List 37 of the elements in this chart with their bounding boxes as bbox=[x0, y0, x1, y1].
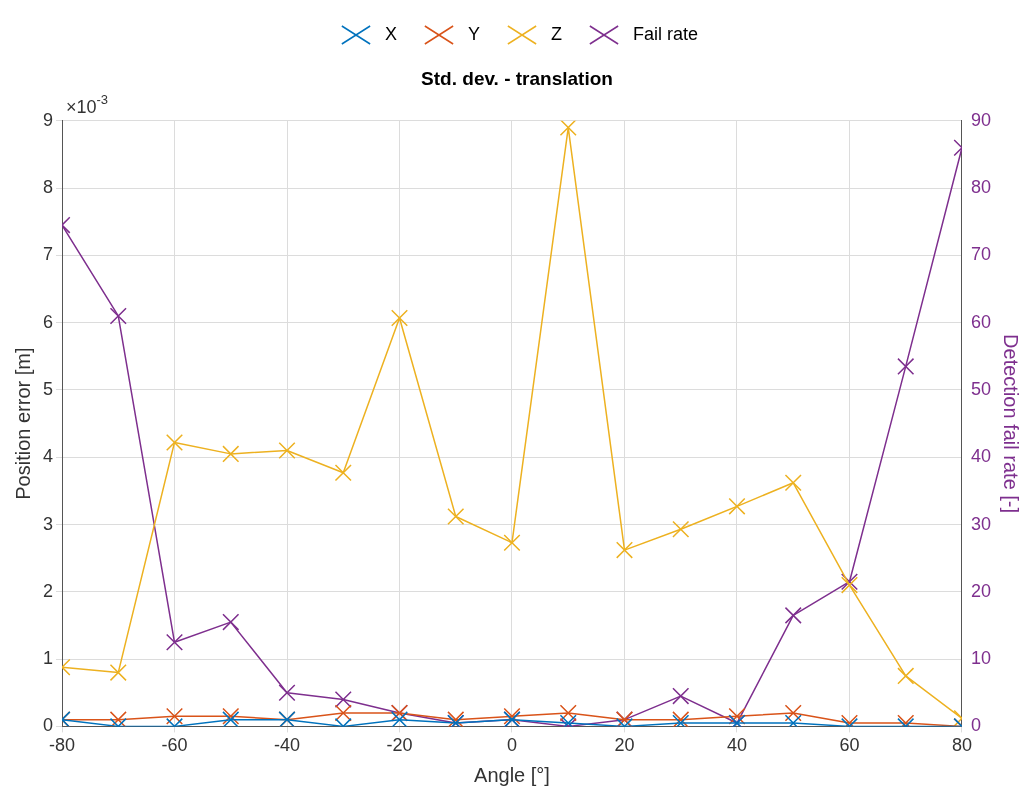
y-tick-label: 7 bbox=[43, 244, 54, 265]
legend-label: X bbox=[384, 23, 397, 44]
x-tick-label: 40 bbox=[726, 735, 747, 756]
x-tick-label: 0 bbox=[506, 735, 517, 756]
y-tick-label: 0 bbox=[43, 715, 54, 736]
x-tick-label: -20 bbox=[386, 735, 413, 756]
x-tick-label: -60 bbox=[161, 735, 188, 756]
y2-tick-label: 30 bbox=[970, 513, 992, 534]
y2-tick-label: 20 bbox=[970, 580, 992, 601]
y-tick-label: 8 bbox=[43, 177, 54, 198]
y2-axis-title: Detection fail rate [-] bbox=[1000, 334, 1023, 514]
y-axis-title: Position error [m] bbox=[11, 347, 34, 500]
legend-label: Fail rate bbox=[632, 23, 699, 44]
y2-tick-label: 80 bbox=[970, 177, 992, 198]
x-tick-label: -40 bbox=[273, 735, 301, 756]
y2-tick-label: 70 bbox=[970, 244, 992, 265]
chart-title: Std. dev. - translation bbox=[421, 67, 613, 89]
y-tick-label: 4 bbox=[43, 446, 54, 467]
y-tick-label: 9 bbox=[43, 109, 54, 130]
y-tick-label: 6 bbox=[43, 311, 54, 332]
y-tick-label: 2 bbox=[43, 580, 54, 601]
y2-tick-label: 60 bbox=[970, 311, 992, 332]
y2-tick-label: 50 bbox=[970, 378, 992, 399]
x-axis-title: Angle [°] bbox=[474, 763, 550, 786]
x-tick-label: 80 bbox=[951, 735, 972, 756]
y2-tick-label: 90 bbox=[970, 109, 992, 130]
y-tick-label: 3 bbox=[43, 513, 54, 534]
y-tick-label: 5 bbox=[43, 378, 54, 399]
legend-label: Z bbox=[551, 23, 562, 44]
x-tick-label: 20 bbox=[614, 735, 635, 756]
x-tick-label: 60 bbox=[839, 735, 860, 756]
x-tick-label: -80 bbox=[49, 735, 76, 756]
legend-label: Y bbox=[467, 23, 481, 44]
y2-tick-label: 0 bbox=[970, 715, 981, 736]
y-tick-label: 1 bbox=[43, 648, 54, 669]
y2-tick-label: 40 bbox=[970, 446, 992, 467]
y2-tick-label: 10 bbox=[970, 648, 992, 669]
